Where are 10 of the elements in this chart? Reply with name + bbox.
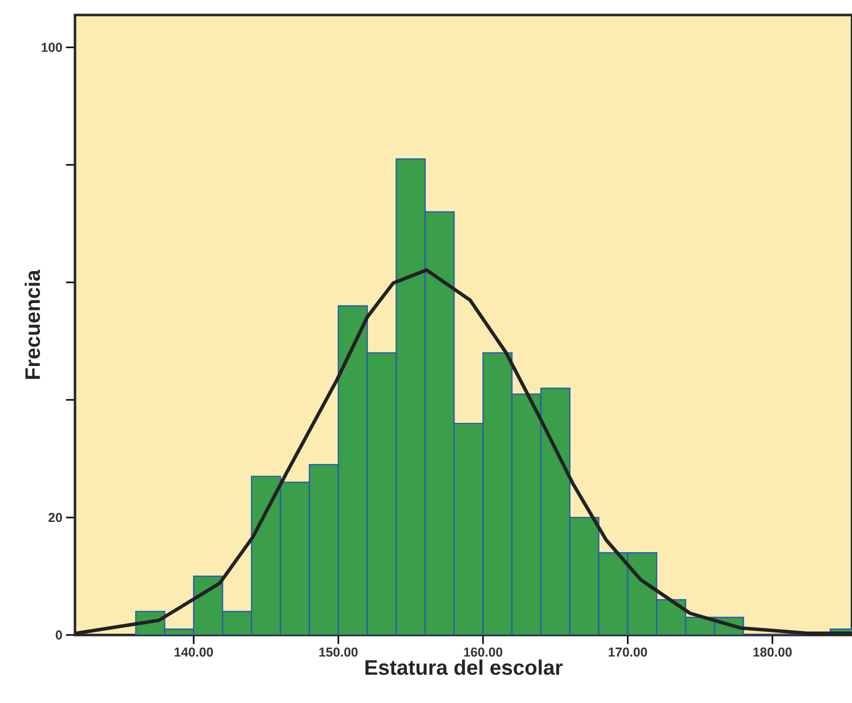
x-tick-label: 160.00 xyxy=(464,648,502,657)
y-axis-title: Frecuencia xyxy=(24,270,40,379)
x-tick-label: 140.00 xyxy=(174,648,213,657)
y-tick-label: 0 xyxy=(56,630,62,640)
x-tick-label: 150.00 xyxy=(319,648,358,657)
x-tick-label: 170.00 xyxy=(608,648,647,657)
x-axis-title: Estatura del escolar xyxy=(365,660,563,675)
y-tick-label: 20 xyxy=(48,512,62,522)
y-tick-label: 100 xyxy=(42,42,62,52)
x-tick-label: 180.00 xyxy=(753,648,792,657)
